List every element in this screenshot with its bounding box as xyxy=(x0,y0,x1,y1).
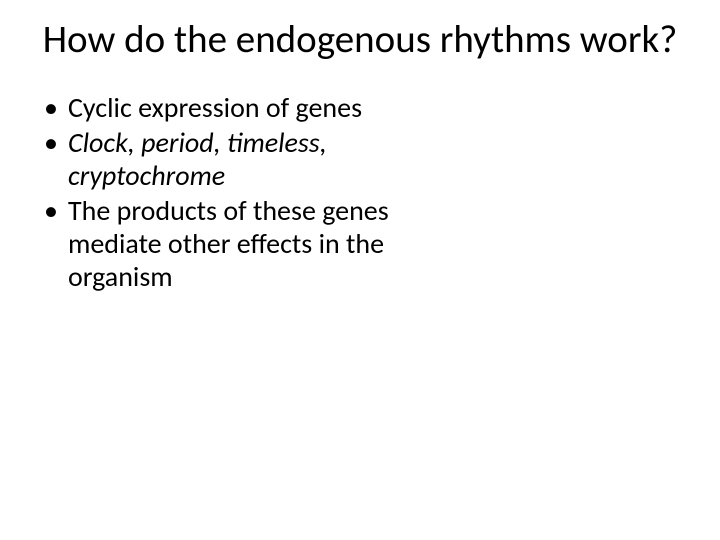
list-item: The products of these genes mediate othe… xyxy=(40,194,470,293)
bullet-text: The products of these genes mediate othe… xyxy=(68,193,389,294)
bullet-text: Cyclic expression of genes xyxy=(68,90,362,125)
bullet-list: Cyclic expression of genes Clock, period… xyxy=(40,91,470,293)
slide-body: Cyclic expression of genes Clock, period… xyxy=(40,91,470,293)
slide-title: How do the endogenous rhythms work? xyxy=(40,18,680,63)
list-item: Cyclic expression of genes xyxy=(40,91,470,124)
list-item: Clock, period, timeless, cryptochrome xyxy=(40,126,470,192)
slide: How do the endogenous rhythms work? Cycl… xyxy=(0,0,720,540)
bullet-text: Clock, period, timeless, cryptochrome xyxy=(68,125,327,193)
